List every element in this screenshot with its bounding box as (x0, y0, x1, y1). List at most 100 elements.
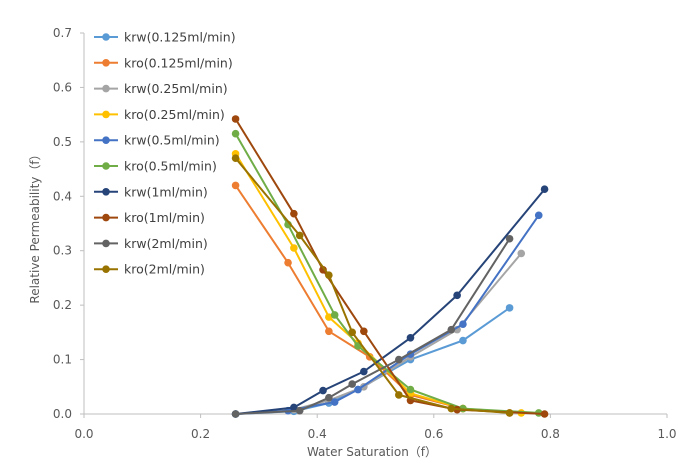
legend-label: krw(0.125ml/min) (124, 30, 236, 45)
series-line (234, 153, 522, 414)
data-point (360, 367, 368, 376)
y-tick-label: 0.7 (53, 26, 72, 40)
data-point (517, 249, 526, 258)
legend-label: kro(0.5ml/min) (124, 159, 217, 174)
y-tick-label: 0.1 (53, 353, 72, 367)
y-tick-label: 0.0 (53, 407, 72, 421)
legend-item: kro(0.25ml/min) (94, 107, 225, 122)
data-point (231, 410, 240, 418)
legend-label: krw(2ml/min) (124, 236, 208, 251)
data-point (534, 211, 543, 220)
series-line (235, 252, 523, 415)
data-point (295, 406, 304, 415)
series-krw(0.25ml/min) (231, 249, 526, 418)
legend-item: kro(2ml/min) (94, 262, 205, 277)
legend-item: kro(0.5ml/min) (94, 159, 217, 174)
data-point (319, 386, 327, 395)
data-point (540, 185, 549, 194)
series-krw(2ml/min) (231, 234, 514, 418)
data-point (295, 231, 304, 240)
data-point (354, 385, 362, 394)
data-point (290, 403, 298, 412)
data-point (348, 380, 356, 388)
legend-item: krw(1ml/min) (94, 184, 208, 199)
x-axis-title: Water Saturation（f） (307, 445, 437, 459)
x-tick-label: 0.2 (191, 427, 210, 441)
data-point (330, 398, 339, 406)
series-line (235, 238, 511, 415)
data-point (330, 311, 339, 319)
x-tick-label: 0.8 (541, 427, 560, 441)
x-tick-label: 0.4 (308, 427, 327, 441)
legend-label: kro(0.25ml/min) (124, 107, 225, 122)
legend-swatch-marker (102, 59, 110, 67)
data-point (360, 327, 368, 336)
legend-label: kro(2ml/min) (124, 262, 205, 277)
data-point (505, 304, 514, 312)
series-line (234, 157, 510, 414)
legend-item: kro(0.125ml/min) (94, 55, 233, 70)
legend-item: krw(0.125ml/min) (94, 30, 236, 45)
data-point (231, 154, 240, 162)
legend-swatch-marker (102, 265, 110, 274)
series-line (234, 133, 539, 414)
data-point (325, 271, 333, 280)
data-point (231, 115, 240, 123)
legend-swatch-marker (102, 136, 110, 144)
legend-swatch-marker (102, 33, 110, 41)
y-tick-label: 0.2 (53, 298, 72, 312)
data-point (406, 385, 415, 394)
data-point (540, 410, 549, 418)
legend-label: krw(1ml/min) (124, 184, 208, 199)
data-point (395, 355, 403, 364)
y-tick-label: 0.3 (53, 244, 72, 258)
data-point (505, 234, 514, 243)
data-point (284, 258, 292, 267)
series-line (235, 188, 546, 415)
legend-swatch-marker (102, 162, 110, 170)
series-line (234, 118, 545, 415)
data-point (348, 328, 356, 337)
data-point (459, 336, 467, 345)
legend-item: kro(1ml/min) (94, 210, 205, 225)
data-point (406, 334, 415, 342)
x-tick-label: 0.0 (74, 427, 93, 441)
y-tick-label: 0.5 (53, 135, 72, 149)
data-point (231, 129, 240, 138)
axes: 0.0 0.2 0.4 0.6 0.8 1.0 0.0 0.1 0.2 0.3 0.4 0.5 0.6 0… (53, 26, 677, 441)
legend-swatch-marker (102, 110, 110, 119)
series-krw(0.5ml/min) (231, 211, 543, 418)
legend-label: kro(0.125ml/min) (124, 55, 233, 70)
data-point (447, 325, 456, 334)
data-point (459, 320, 467, 328)
plot-series (231, 115, 549, 418)
legend-swatch-marker (102, 239, 110, 248)
x-tick-label: 1.0 (657, 427, 676, 441)
data-point (290, 209, 298, 218)
legend: krw(0.125ml/min) kro(0.125ml/min) krw(0.25… (94, 30, 236, 277)
legend-item: krw(0.25ml/min) (94, 81, 228, 96)
data-point (325, 327, 333, 336)
data-point (319, 265, 327, 274)
series-line (235, 214, 540, 415)
series-kro(2ml/min) (231, 154, 514, 417)
legend-label: kro(1ml/min) (124, 210, 205, 225)
legend-label: krw(0.25ml/min) (124, 81, 228, 96)
data-point (231, 181, 240, 190)
data-point (395, 391, 403, 399)
y-axis-title: Relative Permeability（f） (28, 148, 42, 303)
data-point (505, 409, 514, 417)
data-point (325, 393, 333, 402)
legend-item: krw(2ml/min) (94, 236, 208, 251)
legend-swatch-marker (102, 188, 110, 196)
y-tick-label: 0.6 (53, 80, 72, 94)
y-tick-label: 0.4 (53, 189, 72, 203)
legend-label: krw(0.5ml/min) (124, 133, 220, 148)
legend-swatch-marker (102, 84, 110, 93)
data-point (447, 404, 456, 413)
data-point (325, 313, 333, 321)
x-tick-label: 0.6 (424, 427, 443, 441)
data-point (453, 291, 461, 300)
data-point (290, 244, 298, 252)
